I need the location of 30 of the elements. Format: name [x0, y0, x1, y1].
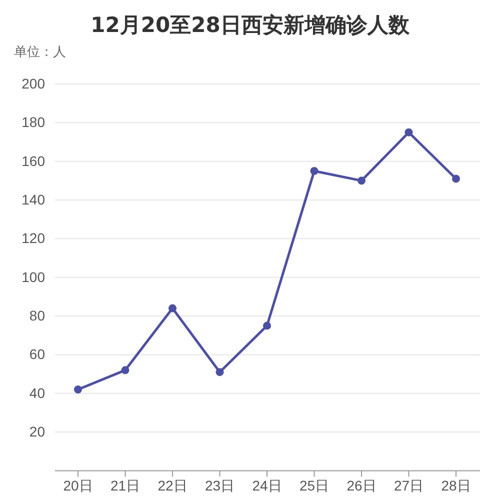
point — [263, 322, 271, 330]
x-tick-label: 21日 — [110, 478, 140, 494]
point — [452, 174, 460, 183]
x-tick-label: 24日 — [252, 478, 282, 494]
y-tick-label: 140 — [22, 191, 46, 208]
y-tick-label: 120 — [22, 230, 46, 246]
point — [121, 366, 130, 374]
x-tick-label: 28日 — [441, 478, 471, 494]
x-tick-label: 27日 — [394, 478, 424, 494]
y-tick-label: 100 — [22, 268, 46, 285]
x-tick-label: 22日 — [158, 478, 188, 494]
y-tick-label: 160 — [22, 152, 46, 169]
point — [310, 167, 318, 175]
point — [404, 128, 413, 136]
x-tick-label: 26日 — [346, 478, 376, 494]
point — [168, 304, 176, 312]
y-tick-label: 20 — [29, 424, 46, 440]
x-tick-label: 20日 — [63, 478, 93, 494]
y-tick-label: 180 — [22, 114, 46, 130]
y-tick-label: 40 — [29, 384, 46, 401]
x-tick-label: 25日 — [299, 478, 330, 494]
chart-title: 12月20至28日西安新增确诊人数 — [90, 13, 410, 37]
text: 单位：人 — [14, 45, 66, 60]
y-tick-label: 80 — [29, 308, 46, 324]
point — [216, 368, 224, 376]
point — [74, 386, 82, 394]
y-tick-label: 200 — [22, 75, 46, 92]
x-tick-label: 23日 — [204, 478, 235, 494]
point — [358, 176, 366, 185]
y-tick-label: 60 — [29, 346, 46, 362]
